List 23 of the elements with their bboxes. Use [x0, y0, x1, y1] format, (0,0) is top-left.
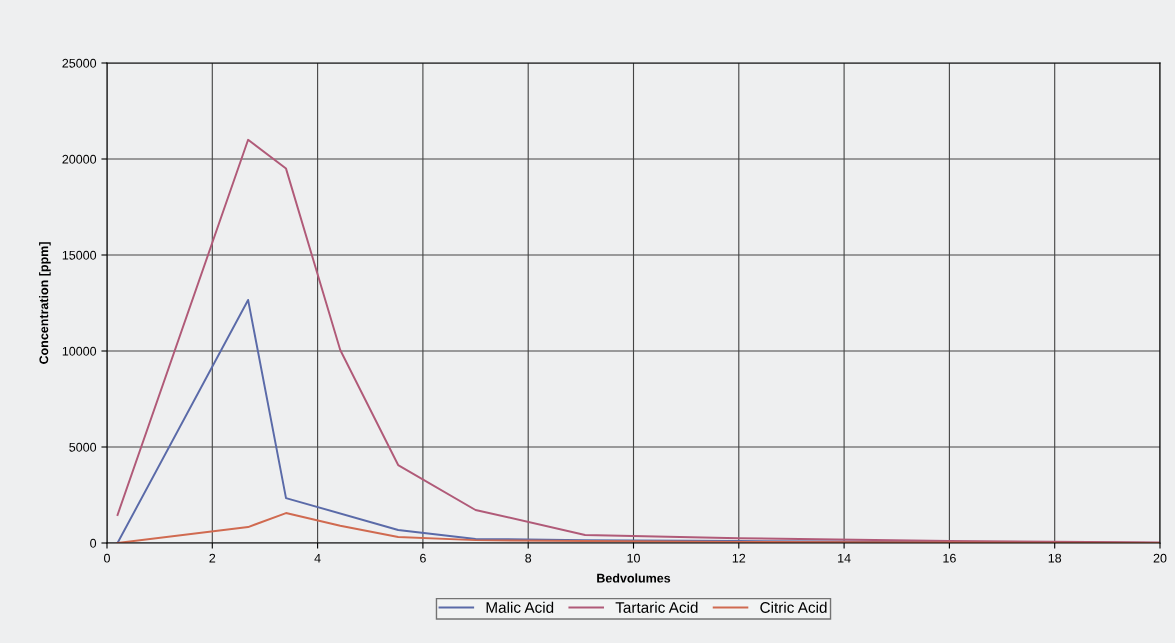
legend-label: Citric Acid — [760, 601, 827, 613]
x-tick-label: 12 — [732, 553, 746, 563]
y-tick-label: 25000 — [62, 58, 97, 68]
legend-label: Tartaric Acid — [615, 601, 698, 613]
x-tick-label: 16 — [943, 553, 956, 563]
y-tick-label: 20000 — [62, 154, 97, 164]
x-tick-label: 0 — [104, 553, 110, 563]
x-tick-label: 18 — [1048, 553, 1062, 563]
y-tick-label: 15000 — [62, 250, 97, 260]
x-tick-label: 2 — [209, 553, 216, 563]
y-tick-label: 5000 — [69, 442, 97, 452]
x-tick-label: 4 — [314, 553, 321, 563]
x-tick-label: 8 — [525, 553, 532, 563]
y-tick-label: 0 — [90, 538, 97, 548]
x-tick-label: 14 — [838, 553, 851, 563]
x-tick-label: 20 — [1153, 553, 1167, 563]
line-series — [116, 138, 1160, 543]
legend-label: Malic Acid — [486, 601, 554, 613]
y-axis-title: Concentration [ppm] — [39, 242, 51, 364]
x-tick-label: 6 — [420, 553, 426, 563]
x-tick-label: 10 — [627, 553, 640, 563]
y-tick-label: 10000 — [62, 346, 97, 356]
x-axis-title: Bedvolumes — [597, 573, 671, 583]
